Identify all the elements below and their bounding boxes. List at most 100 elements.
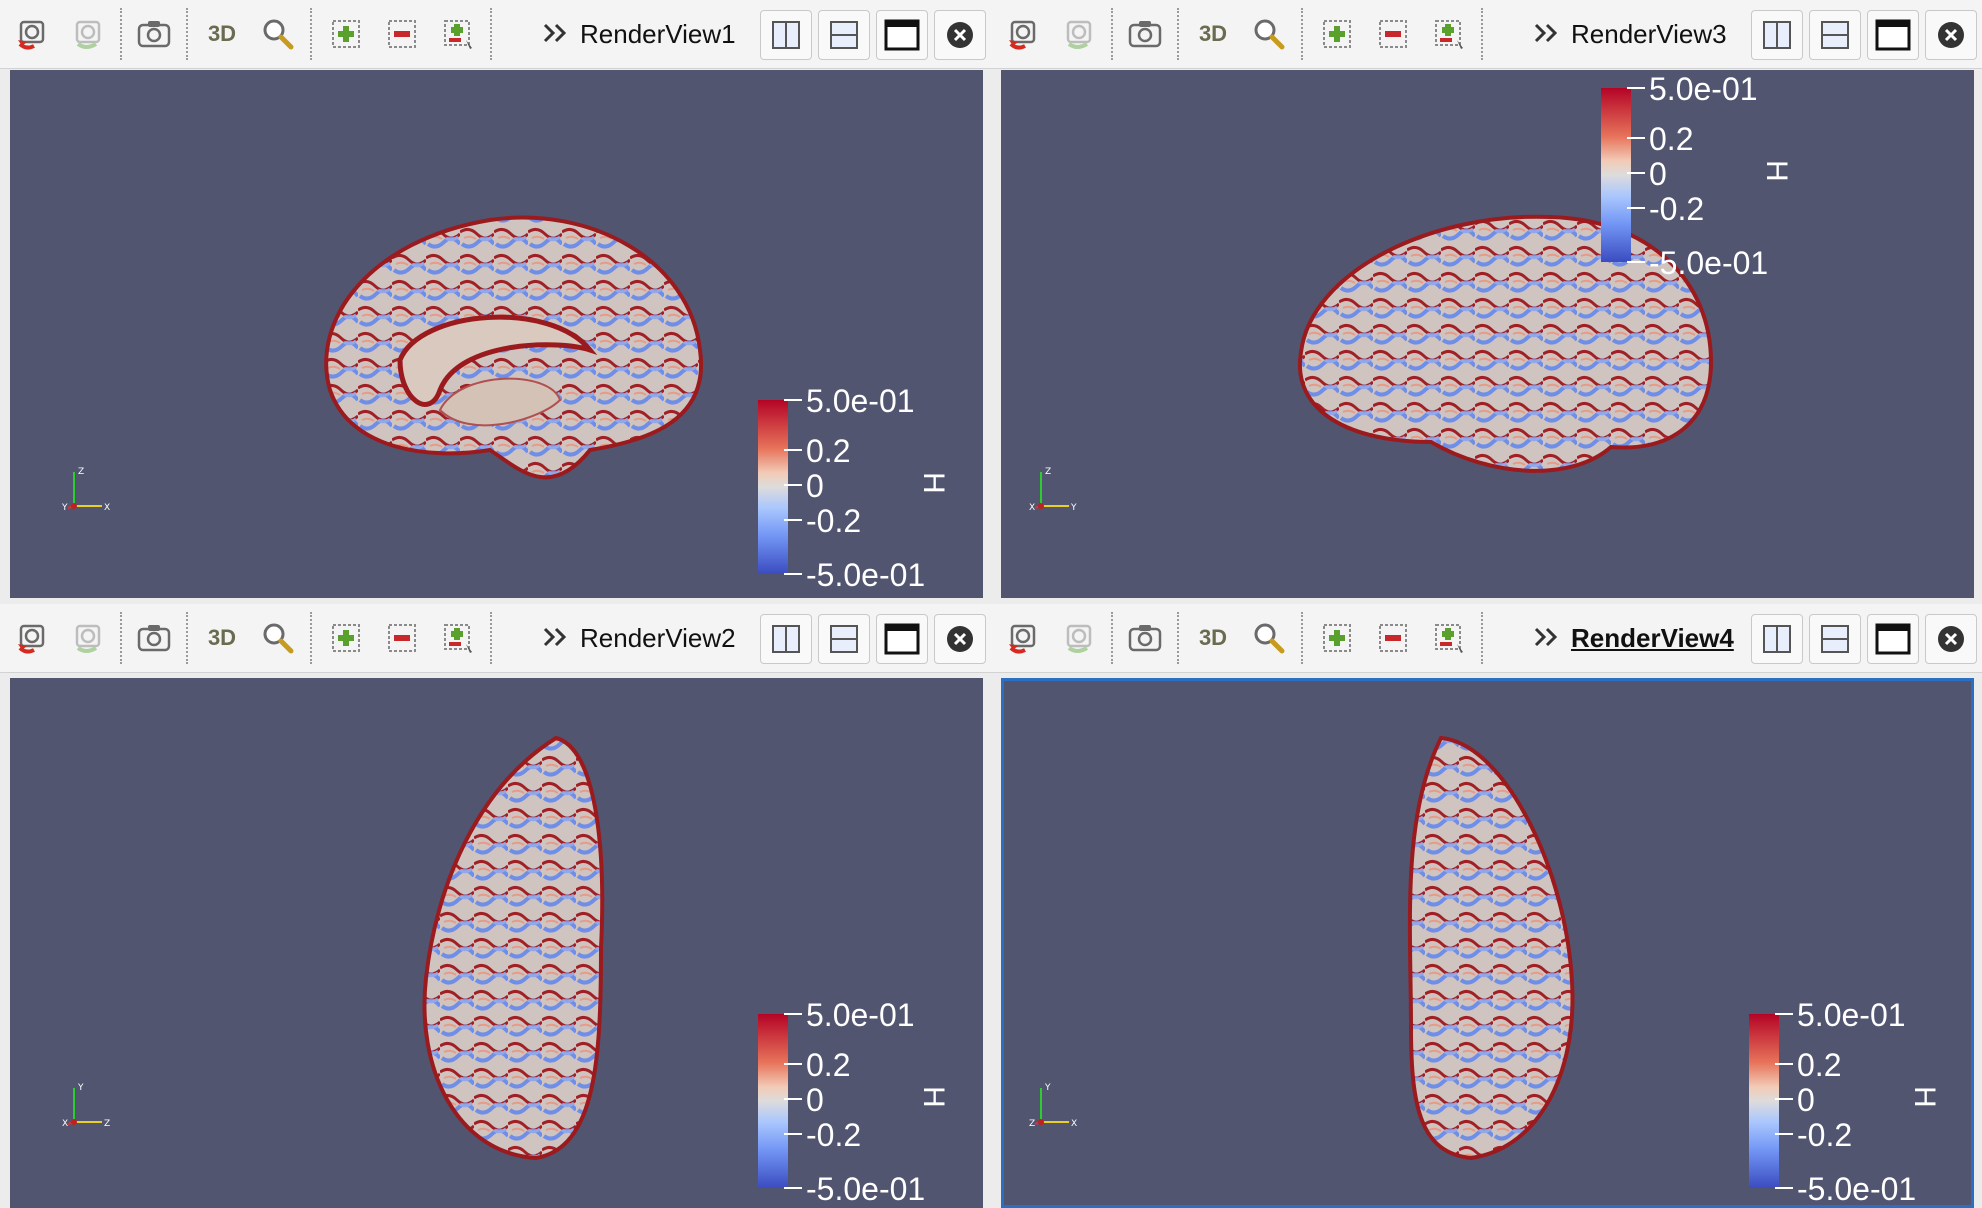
more-chevron-icon[interactable] (1533, 626, 1563, 648)
split-horizontal-button[interactable] (760, 10, 812, 60)
select-cells-remove-button[interactable] (1371, 13, 1415, 55)
reset-camera-button[interactable] (1001, 617, 1045, 659)
zoom-closest-button[interactable] (66, 617, 110, 659)
split-horizontal-button[interactable] (1751, 10, 1803, 60)
colorbar-tick-mark (1775, 1098, 1793, 1101)
colorbar-tick-mark (1627, 87, 1645, 89)
render-viewport[interactable]: H Y Z X 5.0e-01 0.2 0 -0.2 -5.0e-01 (10, 678, 983, 1208)
zoom-to-box-button[interactable] (1247, 617, 1291, 659)
maximize-button[interactable] (876, 614, 928, 664)
reset-camera-button[interactable] (10, 617, 54, 659)
view-toolbar: 3D (991, 0, 1982, 69)
camera-icon (1128, 21, 1162, 48)
split-horizontal-button[interactable] (1751, 614, 1803, 664)
more-chevron-icon[interactable] (1533, 22, 1563, 44)
colorbar-tick-label: -0.2 (1797, 1117, 1853, 1154)
colorbar-tick-mark (1627, 172, 1645, 175)
toggle-3d-button[interactable]: 3D (1191, 617, 1235, 659)
close-view-button[interactable] (934, 614, 986, 664)
toggle-3d-button[interactable]: 3D (1191, 13, 1235, 55)
split-vertical-button[interactable] (818, 10, 870, 60)
maximize-icon (884, 19, 920, 51)
axis-label: X (1071, 1119, 1077, 1129)
reset-camera-button[interactable] (1001, 13, 1045, 55)
view-title[interactable]: RenderView4 (1571, 623, 1734, 653)
zoom-to-box-button[interactable] (1247, 13, 1291, 55)
axis-label: X (62, 1119, 68, 1129)
colorbar (758, 1014, 788, 1188)
colorbar-tick-mark (784, 399, 802, 401)
view-title[interactable]: RenderView1 (580, 19, 736, 49)
toggle-3d-button[interactable]: 3D (200, 13, 244, 55)
split-vertical-button[interactable] (1809, 10, 1861, 60)
render-viewport[interactable]: H Y X Z 5.0e-01 0.2 0 -0.2 -5.0e-01 (1001, 678, 1974, 1208)
3d-label: 3D (1198, 21, 1228, 46)
select-add-icon (332, 624, 360, 652)
zoom-closest-icon (75, 624, 101, 653)
zoom-closest-button[interactable] (1057, 13, 1101, 55)
axis-label: X (1029, 503, 1035, 513)
more-chevron-icon[interactable] (542, 22, 572, 44)
colorbar-tick-label: -0.2 (806, 1117, 862, 1154)
magnifier-icon (263, 623, 294, 654)
screenshot-button[interactable] (132, 13, 176, 55)
select-add-icon (332, 20, 360, 48)
colorbar-tick-mark (1775, 1013, 1793, 1015)
colorbar-tick-label: -5.0e-01 (1797, 1171, 1917, 1207)
screenshot-button[interactable] (132, 617, 176, 659)
split-vertical-button[interactable] (1809, 614, 1861, 664)
colorbar-tick-mark (784, 1133, 802, 1136)
close-view-button[interactable] (1925, 614, 1977, 664)
select-cells-remove-button[interactable] (380, 13, 424, 55)
select-cells-add-button[interactable] (1315, 617, 1359, 659)
split-horizontal-button[interactable] (760, 614, 812, 664)
colorbar-tick-mark (784, 1013, 802, 1015)
screenshot-button[interactable] (1123, 13, 1167, 55)
view-title[interactable]: RenderView3 (1571, 19, 1727, 49)
close-view-button[interactable] (934, 10, 986, 60)
select-cells-remove-button[interactable] (1371, 617, 1415, 659)
zoom-to-box-button[interactable] (256, 617, 300, 659)
zoom-closest-icon (1066, 624, 1092, 653)
view-toolbar: 3D (991, 604, 1982, 673)
colorbar-title: H (1760, 160, 1793, 182)
select-cells-add-button[interactable] (324, 13, 368, 55)
view-title[interactable]: RenderView2 (580, 623, 736, 653)
colorbar-tick-label: 5.0e-01 (806, 383, 915, 419)
select-remove-icon (1379, 20, 1407, 48)
camera-icon (137, 625, 171, 652)
select-cells-remove-button[interactable] (380, 617, 424, 659)
maximize-button[interactable] (1867, 10, 1919, 60)
select-points-add-button[interactable] (1427, 617, 1471, 659)
toggle-3d-button[interactable]: 3D (200, 617, 244, 659)
select-remove-icon (388, 20, 416, 48)
screenshot-button[interactable] (1123, 617, 1167, 659)
split-vertical-icon (830, 625, 858, 653)
select-points-add-button[interactable] (436, 13, 480, 55)
render-viewport[interactable]: H Z Y X 5.0e-01 0.2 0 -0.2 -5.0e-01 (1001, 70, 1974, 598)
select-points-add-button[interactable] (436, 617, 480, 659)
select-points-add-button[interactable] (1427, 13, 1471, 55)
maximize-button[interactable] (876, 10, 928, 60)
render-view-pane-3: 3D (991, 0, 1982, 604)
render-view-pane-2: 3D (0, 604, 991, 1208)
camera-icon (1128, 625, 1162, 652)
more-chevron-icon[interactable] (542, 626, 572, 648)
zoom-closest-button[interactable] (1057, 617, 1101, 659)
close-view-button[interactable] (1925, 10, 1977, 60)
zoom-to-box-button[interactable] (256, 13, 300, 55)
split-vertical-button[interactable] (818, 614, 870, 664)
colorbar-tick-mark (1627, 261, 1645, 263)
magnifier-icon (1254, 19, 1285, 50)
select-remove-icon (388, 624, 416, 652)
select-cells-add-button[interactable] (324, 617, 368, 659)
brain-surface (324, 215, 704, 480)
zoom-closest-button[interactable] (66, 13, 110, 55)
reset-camera-button[interactable] (10, 13, 54, 55)
select-cells-add-button[interactable] (1315, 13, 1359, 55)
maximize-button[interactable] (1867, 614, 1919, 664)
render-viewport[interactable]: H Z X Y 5.0e-01 0.2 0 -0.2 -5.0e-01 (10, 70, 983, 598)
select-remove-icon (1379, 624, 1407, 652)
colorbar-tick-label: 0 (806, 1082, 824, 1119)
brain-surface (422, 735, 605, 1161)
